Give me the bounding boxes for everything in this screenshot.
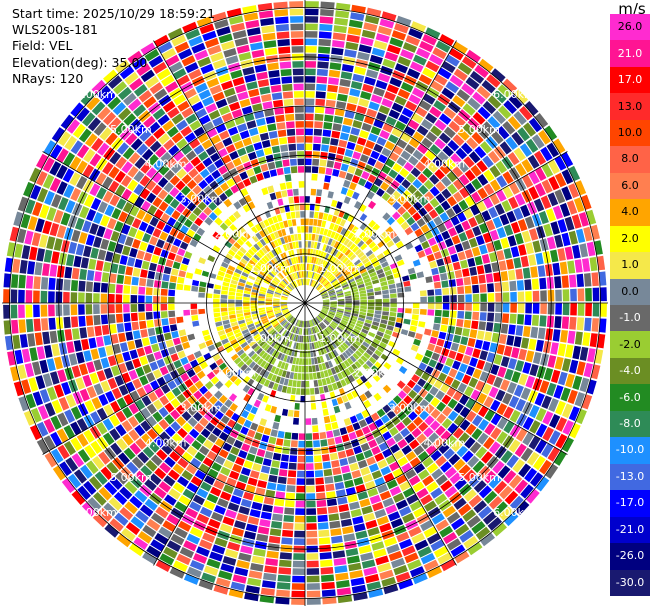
colorbar-tick-label: 4.0: [621, 205, 639, 219]
range-ring-label: 3.00km: [180, 402, 222, 415]
range-ring-label: 2.00km: [354, 227, 396, 240]
azimuth-spoke: [153, 302, 306, 566]
colorbar-tick-label: 17.0: [617, 73, 643, 87]
azimuth-spoke: [42, 151, 306, 304]
colorbar-segment: 8.0: [610, 146, 650, 173]
range-ring-label: 2.00km: [215, 367, 257, 380]
range-ring-label: 5.00km: [110, 471, 152, 484]
colorbar-segment: -8.0: [610, 410, 650, 438]
colorbar-segment: 26.0: [610, 14, 650, 41]
azimuth-spoke: [304, 40, 457, 304]
colorbar-tick-label: -21.0: [615, 522, 645, 536]
range-ring-label: 6.00km: [75, 88, 117, 101]
colorbar-tick-label: -4.0: [619, 364, 641, 378]
colorbar-unit: m/s: [618, 0, 646, 18]
colorbar-segment: -6.0: [610, 384, 650, 411]
range-ring-label: 2.00km: [215, 227, 257, 240]
range-ring-label: 1.00km: [249, 262, 291, 275]
field-text: Field: VEL: [12, 38, 73, 54]
range-ring-label: 3.00km: [389, 402, 431, 415]
colorbar-segment: -2.0: [610, 331, 650, 358]
azimuth-spoke: [304, 151, 568, 304]
range-ring-label: 5.00km: [458, 123, 500, 136]
colorbar-segment: 0.0: [610, 278, 650, 305]
colorbar-tick-label: -17.0: [615, 496, 645, 510]
colorbar-tick-label: -26.0: [615, 549, 645, 563]
range-ring-label: 5.00km: [110, 123, 152, 136]
ppi-scan-plot: 1.00km 1.00km 1.00km 1.00km 2.00km 2.00km 2.00…: [2, 0, 608, 606]
gate-cells: [3, 42, 607, 597]
azimuth-spoke: [304, 302, 457, 566]
range-ring-label: 6.00km: [493, 506, 535, 519]
colorbar-segment: -26.0: [610, 543, 650, 570]
colorbar-segment: 21.0: [610, 40, 650, 67]
range-ring-label: 4.00km: [424, 158, 466, 171]
range-ring-label: 6.00km: [493, 88, 535, 101]
colorbar-tick-label: -2.0: [619, 337, 641, 351]
nrays-text: NRays: 120: [12, 70, 84, 86]
azimuth-spoke: [42, 302, 306, 455]
range-ring-label: 1.00km: [249, 332, 291, 345]
instrument-text: WLS200s-181: [12, 22, 98, 38]
colorbar-segment: -17.0: [610, 490, 650, 517]
colorbar-segment: 17.0: [610, 66, 650, 94]
colorbar-tick-label: -6.0: [619, 390, 641, 404]
colorbar-tick-label: 26.0: [617, 20, 643, 34]
range-ring-label: 4.00km: [145, 158, 187, 171]
colorbar-segment: -30.0: [610, 569, 650, 596]
range-ring-label: 5.00km: [458, 471, 500, 484]
gate-cells: [6, 1, 598, 587]
colorbar-tick-label: 8.0: [621, 152, 639, 166]
range-ring-label: 1.00km: [319, 332, 361, 345]
colorbar-segment: -4.0: [610, 357, 650, 385]
colorbar-tick-label: 1.0: [621, 258, 639, 272]
colorbar-tick-label: 6.0: [621, 178, 639, 192]
colorbar-segment: 1.0: [610, 252, 650, 279]
colorbar-tick-label: -10.0: [615, 443, 645, 457]
range-ring-label: 4.00km: [145, 436, 187, 449]
gate-cells: [17, 8, 604, 576]
colorbar-tick-label: -13.0: [615, 469, 645, 483]
colorbar-tick-label: -1.0: [619, 311, 641, 325]
colorbar-tick-label: 10.0: [617, 126, 643, 140]
velocity-colorbar: m/s 26.0 21.0 17.0 13.0 10.0 8.0 6.0 4.0 2.0 1.0 0…: [610, 0, 650, 610]
colorbar-scale: 26.0 21.0 17.0 13.0 10.0 8.0 6.0 4.0 2.0 1.0 0.0 -1…: [610, 14, 650, 596]
velocity-gates: [3, 1, 608, 606]
colorbar-tick-label: -8.0: [619, 417, 641, 431]
range-ring-label: 2.00km: [354, 367, 396, 380]
start-time-text: Start time: 2025/10/29 18:59:21: [12, 6, 216, 21]
colorbar-segment: 4.0: [610, 199, 650, 226]
colorbar-tick-label: -30.0: [615, 575, 645, 589]
range-ring-label: 3.00km: [389, 193, 431, 206]
range-ring-label: 3.00km: [180, 193, 222, 206]
gate-cells: [18, 18, 596, 577]
colorbar-segment: -21.0: [610, 516, 650, 544]
range-ring-label: 6.00km: [75, 506, 117, 519]
colorbar-segment: -10.0: [610, 437, 650, 464]
colorbar-segment: -1.0: [610, 304, 650, 332]
azimuth-spoke: [153, 40, 306, 304]
colorbar-tick-label: 21.0: [617, 46, 643, 60]
colorbar-segment: 6.0: [610, 172, 650, 200]
azimuth-spoke: [304, 302, 568, 455]
gate-cells: [25, 5, 608, 573]
gate-cells: [35, 8, 582, 605]
gate-cells: [3, 4, 592, 591]
elevation-text: Elevation(deg): 35.00: [12, 54, 148, 70]
range-ring-label: 4.00km: [424, 436, 466, 449]
colorbar-tick-label: 0.0: [621, 284, 639, 298]
colorbar-segment: 10.0: [610, 119, 650, 147]
range-ring-label: 1.00km: [319, 262, 361, 275]
colorbar-segment: 2.0: [610, 225, 650, 253]
colorbar-segment: 13.0: [610, 93, 650, 120]
gate-cells: [4, 16, 607, 590]
colorbar-tick-label: 2.0: [621, 231, 639, 245]
gate-cells: [10, 27, 600, 591]
colorbar-segment: -13.0: [610, 463, 650, 491]
colorbar-tick-label: 13.0: [617, 99, 643, 113]
scan-info-panel: Start time: 2025/10/29 18:59:21 WLS200s-…: [12, 6, 215, 87]
